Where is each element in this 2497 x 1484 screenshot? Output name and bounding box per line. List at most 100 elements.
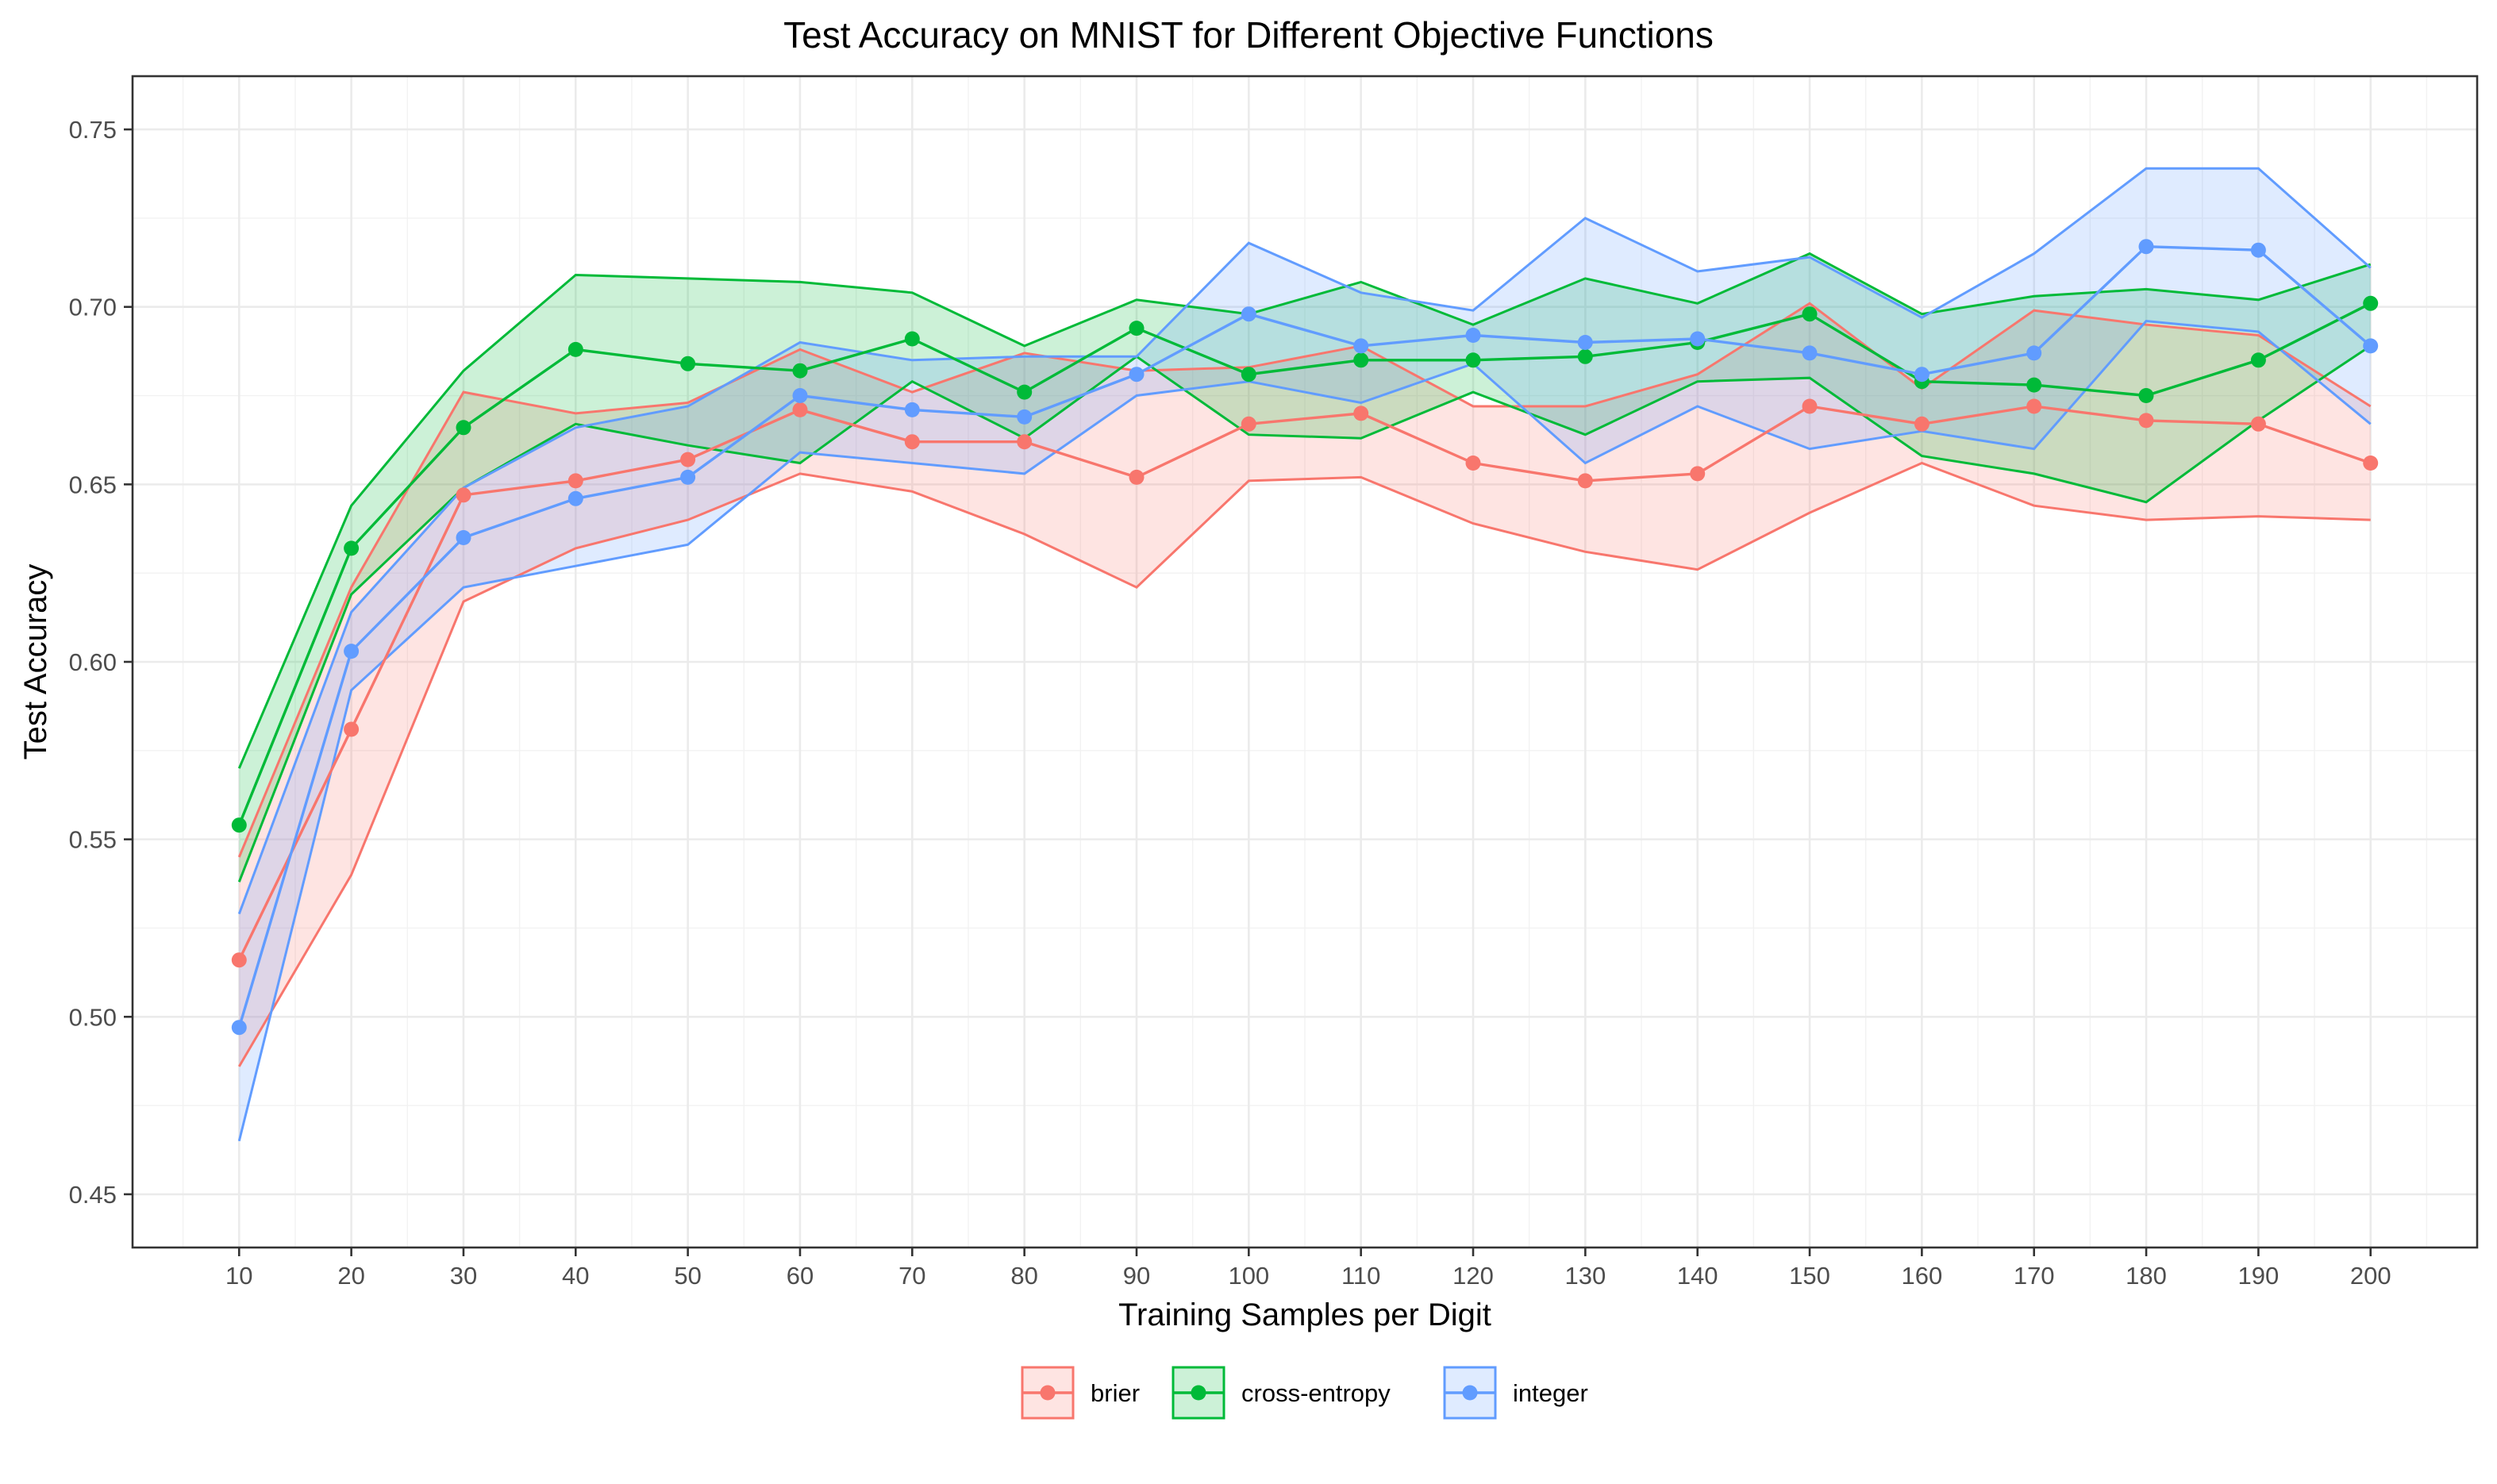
data-point-integer bbox=[2250, 242, 2266, 258]
data-point-integer bbox=[1690, 331, 1706, 347]
data-point-cross-entropy bbox=[1241, 367, 1256, 383]
data-point-cross-entropy bbox=[1802, 306, 1818, 322]
y-tick-label: 0.60 bbox=[69, 648, 117, 676]
x-tick-label: 50 bbox=[674, 1262, 701, 1290]
point-layer bbox=[231, 239, 2379, 1036]
data-point-brier bbox=[1017, 434, 1033, 450]
data-point-cross-entropy bbox=[2363, 295, 2379, 311]
y-axis-label: Test Accuracy bbox=[18, 564, 53, 760]
data-point-integer bbox=[1129, 367, 1145, 383]
data-point-cross-entropy bbox=[568, 341, 583, 357]
y-tick-label: 0.65 bbox=[69, 471, 117, 498]
x-tick-label: 80 bbox=[1010, 1262, 1037, 1290]
y-tick-label: 0.75 bbox=[69, 116, 117, 144]
legend-item-cross-entropy: cross-entropy bbox=[1172, 1366, 1391, 1420]
upper-bound-line-brier bbox=[237, 302, 2372, 858]
legend-label: integer bbox=[1513, 1379, 1588, 1407]
data-point-brier bbox=[231, 952, 247, 968]
line-layer bbox=[237, 167, 2372, 1142]
data-point-brier bbox=[1465, 456, 1481, 471]
x-tick-label: 10 bbox=[225, 1262, 252, 1290]
data-point-cross-entropy bbox=[2138, 388, 2154, 403]
data-point-integer bbox=[2138, 239, 2154, 255]
x-tick-label: 100 bbox=[1228, 1262, 1269, 1290]
data-point-cross-entropy bbox=[792, 363, 808, 379]
x-axis-label: Training Samples per Digit bbox=[1118, 1298, 1491, 1332]
mean-line-brier bbox=[237, 405, 2372, 961]
data-point-cross-entropy bbox=[680, 356, 696, 371]
x-tick-label: 170 bbox=[2014, 1262, 2055, 1290]
y-tick-label: 0.45 bbox=[69, 1181, 117, 1209]
data-point-integer bbox=[2363, 338, 2379, 354]
x-tick-label: 20 bbox=[337, 1262, 364, 1290]
legend-key-point bbox=[1040, 1385, 1056, 1401]
data-point-integer bbox=[1465, 328, 1481, 343]
data-point-cross-entropy bbox=[2026, 377, 2042, 393]
x-tick-label: 110 bbox=[1341, 1262, 1380, 1290]
axis-layer: 10 20 30 40 50 60 70 80 90 100 110 120 130 140 150 160 1… bbox=[69, 116, 2391, 1290]
mean-line-integer bbox=[237, 244, 2372, 1028]
data-point-brier bbox=[1577, 473, 1593, 489]
data-point-cross-entropy bbox=[1353, 352, 1369, 368]
data-point-brier bbox=[904, 434, 920, 450]
data-point-integer bbox=[1017, 409, 1033, 425]
x-tick-label: 130 bbox=[1564, 1262, 1606, 1290]
x-tick-label: 200 bbox=[2350, 1262, 2391, 1290]
data-point-cross-entropy bbox=[904, 331, 920, 347]
lower-bound-line-brier bbox=[238, 461, 2371, 1067]
data-point-brier bbox=[568, 473, 583, 489]
data-point-brier bbox=[792, 402, 808, 417]
legend-item-integer: integer bbox=[1443, 1366, 1588, 1420]
y-tick-label: 0.55 bbox=[69, 826, 117, 854]
data-point-brier bbox=[456, 487, 471, 503]
data-point-cross-entropy bbox=[456, 420, 471, 436]
legend-label: cross-entropy bbox=[1241, 1379, 1391, 1407]
data-point-brier bbox=[1241, 416, 1256, 432]
data-point-integer bbox=[2026, 345, 2042, 361]
data-point-cross-entropy bbox=[1465, 352, 1481, 368]
data-point-cross-entropy bbox=[1577, 348, 1593, 364]
data-point-brier bbox=[2363, 456, 2379, 471]
data-point-integer bbox=[456, 530, 471, 545]
legend-key-point bbox=[1462, 1385, 1478, 1401]
data-point-cross-entropy bbox=[2250, 352, 2266, 368]
data-point-brier bbox=[680, 452, 696, 467]
upper-bound-line-integer bbox=[237, 167, 2372, 915]
x-tick-label: 60 bbox=[787, 1262, 814, 1290]
data-point-integer bbox=[904, 402, 920, 417]
data-point-brier bbox=[2138, 413, 2154, 429]
x-tick-label: 70 bbox=[898, 1262, 925, 1290]
x-tick-label: 160 bbox=[1902, 1262, 1943, 1290]
data-point-brier bbox=[2250, 416, 2266, 432]
data-point-integer bbox=[680, 469, 696, 485]
legend: brier cross-entropy integer bbox=[1021, 1366, 1588, 1420]
data-point-integer bbox=[1802, 345, 1818, 361]
data-point-cross-entropy bbox=[1129, 321, 1145, 336]
data-point-integer bbox=[344, 644, 360, 659]
x-tick-label: 180 bbox=[2126, 1262, 2167, 1290]
x-tick-label: 190 bbox=[2238, 1262, 2280, 1290]
x-tick-label: 140 bbox=[1677, 1262, 1718, 1290]
data-point-brier bbox=[1914, 416, 1930, 432]
y-tick-label: 0.70 bbox=[69, 294, 117, 321]
data-point-brier bbox=[1802, 398, 1818, 414]
data-point-brier bbox=[1129, 469, 1145, 485]
upper-bound-line-cross-entropy bbox=[237, 252, 2372, 769]
chart-title: Test Accuracy on MNIST for Different Obj… bbox=[783, 14, 1714, 56]
data-point-cross-entropy bbox=[1017, 384, 1033, 400]
grid-layer bbox=[133, 76, 2477, 1248]
ribbon-cross-entropy bbox=[239, 253, 2371, 882]
data-point-cross-entropy bbox=[344, 540, 360, 556]
data-point-integer bbox=[1241, 306, 1256, 322]
data-point-integer bbox=[1577, 335, 1593, 350]
data-point-integer bbox=[568, 490, 583, 506]
data-point-cross-entropy bbox=[231, 817, 247, 833]
lower-bound-line-integer bbox=[237, 320, 2372, 1142]
y-tick-label: 0.50 bbox=[69, 1003, 117, 1031]
legend-key-point bbox=[1191, 1385, 1206, 1401]
legend-item-brier: brier bbox=[1021, 1366, 1140, 1420]
x-tick-label: 40 bbox=[562, 1262, 589, 1290]
lower-bound-line-cross-entropy bbox=[237, 344, 2372, 882]
